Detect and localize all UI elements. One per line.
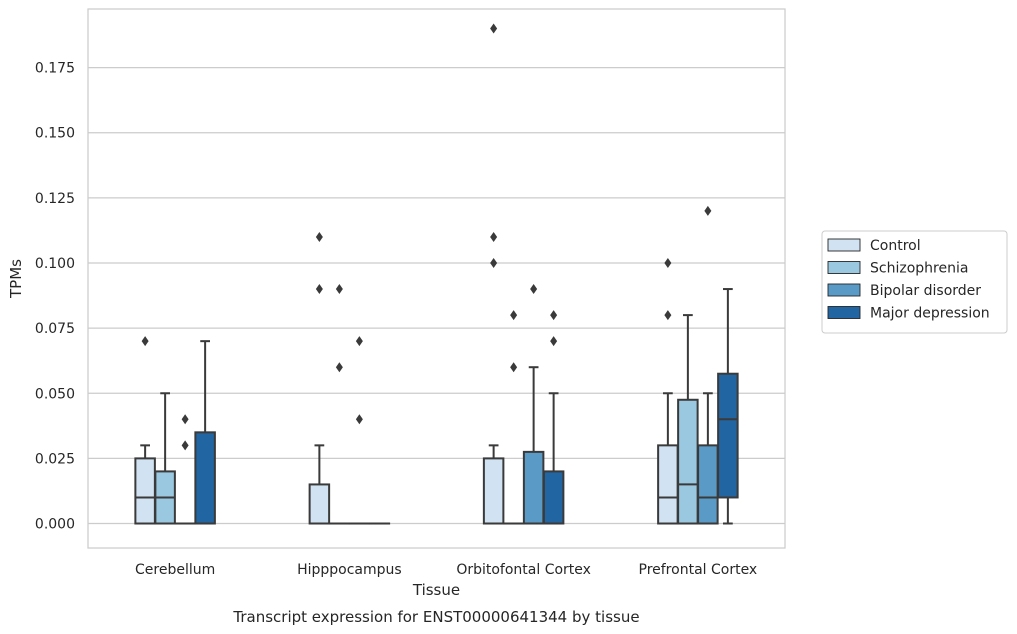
plot-frame [87, 8, 786, 549]
y-tick-label: 0.125 [35, 191, 75, 207]
outlier-point [510, 310, 518, 321]
outlier-point [315, 284, 323, 295]
y-tick-label: 0.050 [35, 386, 75, 402]
legend: Control Schizophrenia Bipolar disorder Majo… [821, 230, 1008, 334]
outlier-point [550, 310, 558, 321]
outlier-point [355, 414, 363, 425]
box-body [717, 372, 739, 499]
y-tick-label: 0.075 [35, 321, 75, 337]
outlier-point [181, 414, 189, 425]
y-tick-label: 0.175 [35, 61, 75, 77]
outlier-point [315, 231, 323, 242]
outlier-point [490, 231, 498, 242]
box-body [482, 457, 505, 525]
box-body [657, 444, 679, 525]
box-body [134, 457, 156, 525]
outlier-point [530, 284, 538, 295]
legend-swatch [827, 283, 861, 297]
box-body [308, 483, 331, 525]
outlier-point [664, 310, 672, 321]
legend-swatch [827, 306, 861, 319]
box-schizophrenia [154, 392, 176, 525]
outlier-point [510, 362, 518, 373]
outlier-point [550, 336, 558, 347]
legend-label: Schizophrenia [870, 261, 968, 277]
box-control [657, 257, 679, 525]
outlier-point [704, 205, 712, 216]
outlier-point [490, 257, 498, 268]
box-schizophrenia [502, 310, 525, 525]
box-body [542, 470, 565, 525]
x-tick-label: Orbitofontal Cortex [456, 562, 591, 578]
box-schizophrenia [328, 284, 351, 525]
box-control [482, 23, 505, 525]
box-control [308, 231, 331, 525]
x-tick-labels: Cerebellum Hipppocampus Orbitofontal Corte… [135, 562, 757, 578]
legend-label: Control [870, 238, 921, 254]
outlier-point [355, 336, 363, 347]
box-major-depression [542, 310, 565, 525]
legend-label: Bipolar disorder [870, 283, 981, 299]
y-tick-label: 0.000 [35, 517, 75, 533]
y-tick-label: 0.150 [35, 126, 75, 142]
box-bipolar-disorder [697, 205, 719, 525]
x-tick-label: Hipppocampus [297, 562, 402, 578]
box-series [134, 23, 739, 525]
outlier-point [181, 440, 189, 451]
y-tick-labels: 0.000 0.025 0.050 0.075 0.100 0.125 0.150 0.175 [35, 61, 75, 533]
x-tick-label: Cerebellum [135, 562, 215, 578]
y-tick-label: 0.025 [35, 451, 75, 467]
box-major-depression [194, 340, 216, 525]
box-control [134, 336, 156, 525]
y-axis-label: TPMs [7, 259, 25, 299]
box-body [194, 431, 216, 525]
box-bipolar-disorder [522, 284, 545, 525]
legend-frame [821, 230, 1008, 334]
legend-swatch [827, 261, 861, 274]
outlier-point [490, 23, 498, 34]
box-schizophrenia [677, 314, 699, 525]
box-bipolar-disorder [174, 414, 196, 525]
box-body [697, 444, 719, 525]
x-tick-label: Prefrontal Cortex [639, 562, 758, 578]
chart-caption: Transcript expression for ENST0000064134… [232, 608, 639, 626]
outlier-point [335, 362, 343, 373]
outlier-point [141, 336, 149, 347]
box-major-depression [717, 288, 739, 525]
box-bipolar-disorder [348, 336, 371, 525]
y-tick-label: 0.100 [35, 256, 75, 272]
legend-label: Major depression [870, 306, 990, 322]
legend-swatch [827, 238, 861, 252]
outlier-point [335, 284, 343, 295]
box-body [522, 450, 545, 525]
x-axis-label: Tissue [412, 581, 460, 599]
box-body [677, 398, 699, 525]
outlier-point [664, 257, 672, 268]
